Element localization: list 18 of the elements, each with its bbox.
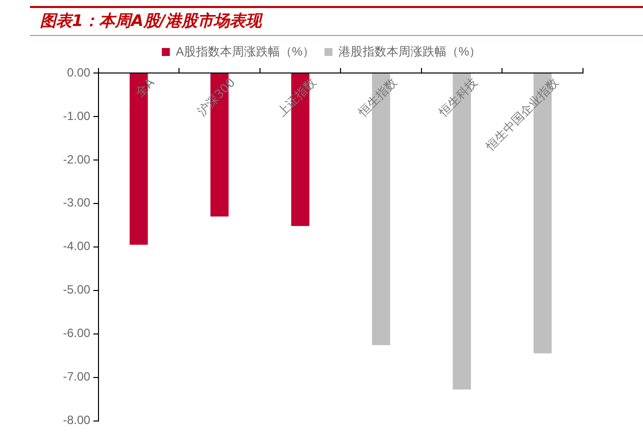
y-tick-label: -4.00: [62, 239, 91, 254]
y-tick-label: -7.00: [62, 370, 91, 384]
y-tick-label: -1.00: [62, 108, 91, 123]
y-tick-label: -3.00: [62, 196, 91, 210]
x-tick-label: 恒生科技: [436, 75, 480, 120]
x-tick-label: 恒生中国企业指数: [482, 75, 561, 154]
x-tick-label: 全A: [132, 74, 158, 100]
y-tick-label: -5.00: [62, 282, 91, 297]
x-tick-label: 沪深300: [194, 75, 238, 118]
y-tick-label: 0.00: [66, 65, 91, 80]
chart-title: 图表1：本周A股/港股市场表现: [30, 6, 643, 36]
y-tick-label: -6.00: [62, 326, 91, 340]
x-tick-label: 恒生指数: [354, 75, 400, 120]
legend-label: 港股指数本周涨跌幅（%）: [338, 44, 482, 58]
y-tick-label: -2.00: [62, 152, 91, 166]
legend-label: A股指数本周涨跌幅（%）: [176, 44, 315, 58]
x-tick-label: 上证指数: [274, 75, 319, 120]
y-tick-label: -8.00: [62, 413, 91, 428]
